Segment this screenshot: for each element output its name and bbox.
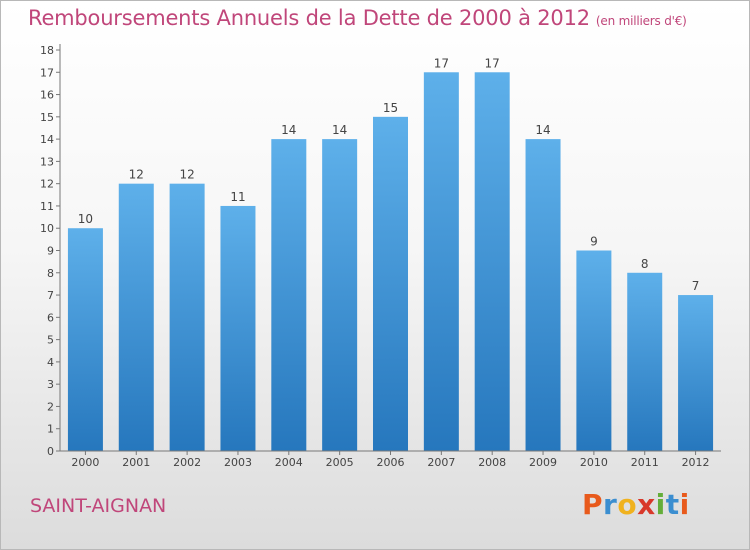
chart-subtitle: (en milliers d'€) <box>595 14 687 28</box>
x-tick-label: 2005 <box>326 456 354 469</box>
y-tick-label: 4 <box>47 356 54 369</box>
bar-value-label: 10 <box>78 212 93 226</box>
x-tick-label: 2008 <box>478 456 506 469</box>
x-tick-label: 2000 <box>71 456 99 469</box>
bar-value-label: 17 <box>485 56 500 70</box>
bar-value-label: 17 <box>434 56 449 70</box>
y-tick-label: 17 <box>40 66 54 79</box>
y-tick-label: 12 <box>40 178 54 191</box>
x-tick-label: 2001 <box>122 456 150 469</box>
bar-value-label: 14 <box>535 123 550 137</box>
bar <box>271 139 307 451</box>
x-tick-label: 2010 <box>580 456 608 469</box>
proxiti-logo: Proxiti <box>582 488 690 521</box>
y-tick-label: 9 <box>47 245 54 258</box>
bar-value-label: 14 <box>332 123 347 137</box>
bar <box>67 228 103 451</box>
bar <box>423 72 459 452</box>
y-tick-label: 1 <box>47 423 54 436</box>
bar-value-label: 7 <box>692 279 700 293</box>
y-tick-label: 15 <box>40 111 54 124</box>
y-tick-label: 0 <box>47 445 54 458</box>
bars-group: 10 12 12 11 14 14 15 17 17 14 9 8 7 <box>67 56 714 452</box>
bar <box>373 116 408 451</box>
bar-value-label: 12 <box>179 168 194 182</box>
x-tick-label: 2006 <box>377 456 405 469</box>
x-tick-label: 2003 <box>224 456 252 469</box>
commune-name: SAINT-AIGNAN <box>30 495 167 517</box>
x-tick-label: 2009 <box>529 456 557 469</box>
bar-value-label: 9 <box>590 235 598 249</box>
y-tick-label: 11 <box>40 200 54 213</box>
y-tick-label: 14 <box>40 133 54 146</box>
x-tick-label: 2004 <box>275 456 303 469</box>
bar <box>627 272 663 451</box>
bar-value-label: 11 <box>230 190 245 204</box>
y-tick-label: 2 <box>47 400 54 413</box>
bar <box>220 205 256 451</box>
y-tick-label: 13 <box>40 155 54 168</box>
bar <box>322 139 358 451</box>
chart-title: Remboursements Annuels de la Dette de 20… <box>28 6 687 30</box>
bar <box>576 250 612 451</box>
y-tick-label: 18 <box>40 44 54 57</box>
y-tick-label: 7 <box>47 289 54 302</box>
y-tick-label: 10 <box>40 222 54 235</box>
x-tick-label: 2012 <box>682 456 710 469</box>
bar <box>474 72 510 452</box>
y-tick-label: 5 <box>47 334 54 347</box>
bar-value-label: 12 <box>129 168 144 182</box>
x-tick-label: 2011 <box>631 456 659 469</box>
bar-value-label: 14 <box>281 123 296 137</box>
y-tick-label: 16 <box>40 89 54 102</box>
bar <box>525 139 561 451</box>
bar <box>678 295 714 451</box>
x-tick-label: 2007 <box>427 456 455 469</box>
bar <box>118 183 154 451</box>
x-tick-label: 2002 <box>173 456 201 469</box>
bar-value-label: 8 <box>641 257 649 271</box>
bar <box>169 183 205 451</box>
y-tick-label: 8 <box>47 267 54 280</box>
y-tick-label: 6 <box>47 311 54 324</box>
bar-value-label: 15 <box>383 101 398 115</box>
y-tick-label: 3 <box>47 378 54 391</box>
